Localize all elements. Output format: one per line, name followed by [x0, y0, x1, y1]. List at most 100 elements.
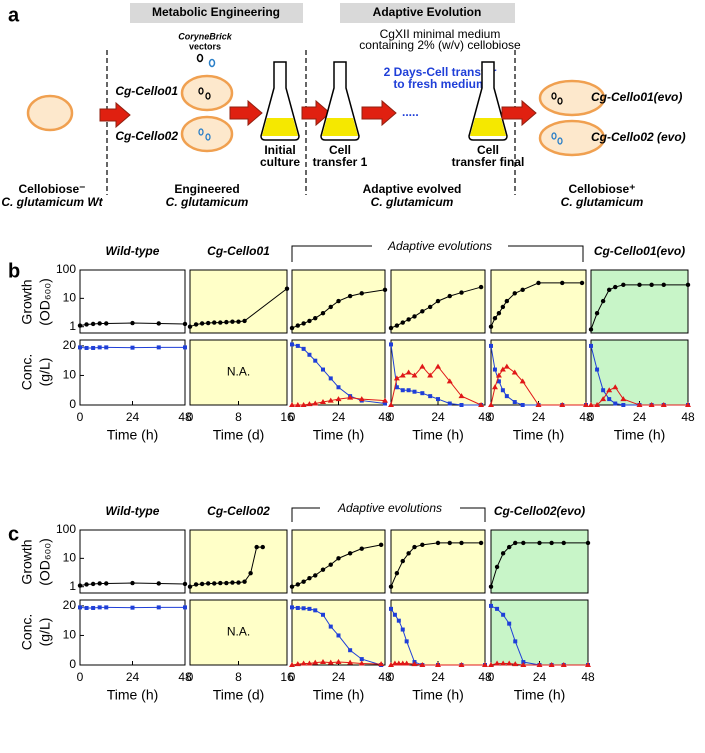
plot-area: [390, 599, 486, 666]
x-tick-label: 24: [126, 670, 140, 684]
marker: [512, 661, 519, 667]
marker: [561, 540, 566, 546]
medium-label: CgXII minimal medium: [380, 27, 501, 41]
marker: [284, 286, 290, 291]
marker: [447, 293, 452, 299]
y-axis-label: (OD₆₀₀): [37, 538, 53, 586]
arrow: [229, 99, 263, 127]
marker: [347, 659, 354, 665]
x-tick-label: 16: [280, 410, 294, 424]
marker: [242, 579, 247, 584]
x-tick-label: 24: [431, 410, 445, 424]
marker: [260, 544, 265, 550]
marker: [420, 542, 425, 548]
series-line: [591, 386, 688, 406]
marker: [506, 660, 513, 666]
x-tick-label: 24: [126, 410, 140, 424]
marker: [600, 298, 606, 304]
marker: [394, 570, 400, 576]
marker: [406, 551, 411, 556]
marker: [289, 584, 295, 589]
x-tick-label: 0: [588, 410, 595, 424]
marker: [156, 345, 161, 350]
flask: [320, 61, 360, 141]
strain-label: Cg-Cello02 (evo): [591, 130, 686, 144]
marker: [307, 575, 312, 581]
marker: [130, 345, 135, 350]
marker: [182, 581, 188, 587]
caption: C. glutamicum: [561, 195, 644, 209]
cell: [538, 119, 606, 157]
x-tick-label: 48: [378, 410, 392, 424]
marker: [500, 660, 507, 666]
stage-label: Metabolic Engineering: [152, 5, 280, 19]
marker: [347, 293, 353, 299]
marker: [130, 580, 135, 586]
marker: [613, 401, 618, 406]
marker: [130, 605, 135, 610]
y-tick-label: 100: [56, 522, 76, 536]
marker: [419, 363, 426, 369]
x-tick-label: 24: [332, 670, 346, 684]
marker: [295, 582, 301, 587]
y-axis-label: Growth: [19, 279, 35, 324]
marker: [520, 287, 525, 293]
marker: [520, 403, 525, 407]
marker: [589, 343, 593, 348]
marker: [130, 320, 135, 326]
bracket: [291, 245, 584, 262]
arrow: [301, 99, 331, 127]
plot-area: [590, 269, 689, 334]
marker: [97, 321, 102, 326]
marker: [400, 388, 405, 393]
marker: [594, 310, 600, 316]
marker: [447, 401, 452, 406]
marker: [348, 648, 353, 653]
marker: [427, 372, 434, 378]
cell: [538, 79, 606, 117]
arrow: [361, 99, 397, 127]
marker: [336, 556, 341, 561]
marker: [306, 401, 313, 407]
marker: [236, 580, 241, 585]
marker: [218, 320, 223, 325]
y-tick-label: 10: [63, 368, 77, 382]
strain-label: Cg-Cello01(evo): [591, 90, 682, 104]
marker: [289, 402, 295, 407]
plasmid: [205, 133, 211, 141]
marker: [500, 388, 505, 393]
marker: [335, 659, 342, 665]
marker: [588, 402, 594, 407]
marker: [300, 402, 307, 407]
marker: [312, 400, 319, 406]
marker: [504, 298, 510, 304]
marker: [494, 564, 500, 570]
marker: [512, 400, 517, 405]
plot-area: [291, 599, 386, 666]
marker: [488, 324, 494, 329]
marker: [585, 540, 591, 546]
y-tick-label: 1: [69, 319, 76, 333]
marker: [412, 544, 417, 550]
marker: [661, 282, 666, 288]
marker: [78, 345, 82, 350]
marker: [637, 282, 642, 288]
panel-label: c: [8, 523, 19, 545]
marker: [600, 396, 607, 402]
marker: [488, 662, 494, 667]
marker: [327, 397, 334, 403]
x-tick-label: 48: [478, 670, 492, 684]
marker: [300, 660, 307, 666]
series-line: [490, 663, 588, 666]
panel-a: a Metabolic Engineering Adaptive Evoluti…: [1, 3, 686, 209]
marker: [295, 605, 300, 610]
marker: [183, 605, 187, 610]
marker: [313, 573, 318, 578]
plot-area: [490, 599, 589, 666]
x-tick-label: 0: [289, 670, 296, 684]
chart-title: Wild-type: [106, 504, 160, 518]
marker: [399, 372, 406, 378]
y-tick-label: 100: [56, 262, 76, 276]
marker: [392, 612, 397, 617]
marker: [295, 343, 300, 348]
